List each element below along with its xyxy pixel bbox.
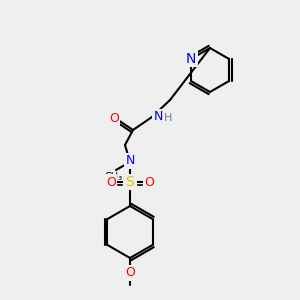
Text: O: O [109, 112, 119, 124]
Text: O: O [144, 176, 154, 188]
FancyBboxPatch shape [123, 175, 137, 189]
Text: N: N [125, 154, 135, 167]
Text: N: N [186, 52, 196, 66]
Text: N: N [153, 110, 163, 124]
Text: H: H [164, 113, 172, 123]
Text: CH₃: CH₃ [105, 172, 123, 182]
Text: O: O [125, 266, 135, 280]
Text: S: S [126, 175, 134, 189]
Text: O: O [106, 176, 116, 188]
